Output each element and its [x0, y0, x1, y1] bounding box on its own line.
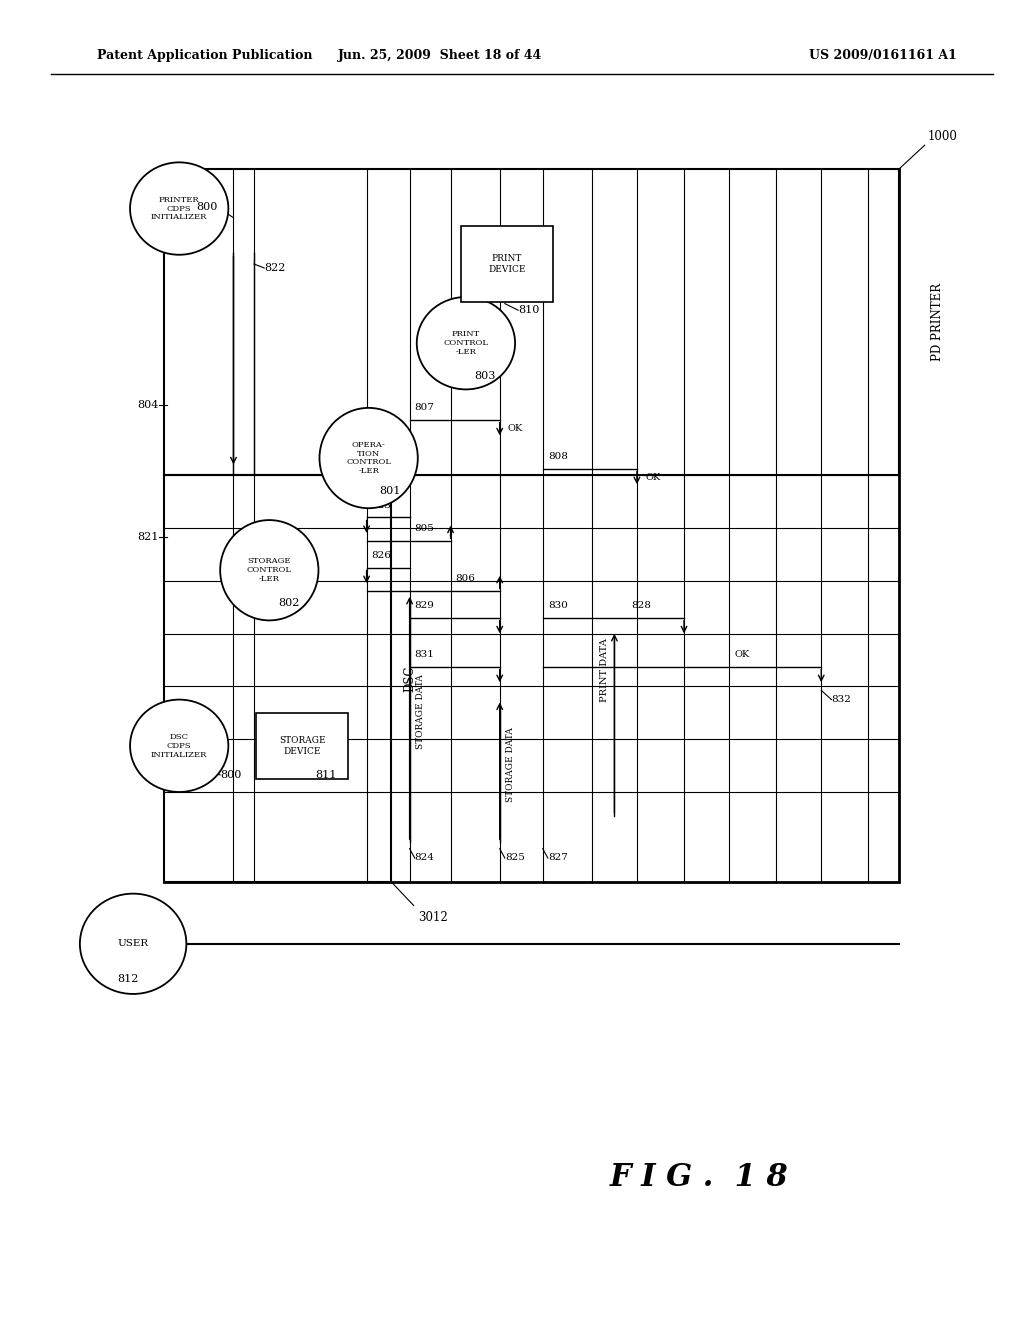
Text: 825: 825 — [505, 854, 524, 862]
Ellipse shape — [319, 408, 418, 508]
Text: 827: 827 — [548, 854, 567, 862]
Text: 821: 821 — [137, 532, 159, 543]
Text: PRINTER
CDPS
INITIALIZER: PRINTER CDPS INITIALIZER — [151, 195, 208, 222]
Text: USER: USER — [118, 940, 148, 948]
Text: 1000: 1000 — [928, 129, 957, 143]
Ellipse shape — [417, 297, 515, 389]
Text: 810: 810 — [518, 305, 540, 315]
Text: 822: 822 — [264, 263, 286, 273]
Bar — [461, 226, 553, 302]
Text: 806: 806 — [456, 574, 475, 583]
Text: Patent Application Publication: Patent Application Publication — [97, 49, 312, 62]
Text: 802: 802 — [279, 598, 300, 609]
Text: OK: OK — [508, 425, 523, 433]
Bar — [256, 713, 348, 779]
Bar — [164, 475, 391, 882]
Text: 800: 800 — [220, 770, 242, 780]
Ellipse shape — [130, 162, 228, 255]
Text: DSC
CDPS
INITIALIZER: DSC CDPS INITIALIZER — [151, 733, 208, 759]
Text: 803: 803 — [474, 371, 496, 381]
Text: F I G .  1 8: F I G . 1 8 — [609, 1162, 788, 1193]
Text: 800: 800 — [197, 202, 218, 213]
Text: PRINT
CONTROL
-LER: PRINT CONTROL -LER — [443, 330, 488, 356]
Text: 824: 824 — [415, 854, 434, 862]
Text: 826: 826 — [372, 550, 391, 560]
Bar — [164, 169, 899, 882]
Text: 832: 832 — [831, 696, 851, 704]
Text: PRINT
DEVICE: PRINT DEVICE — [488, 255, 525, 273]
Text: 829: 829 — [415, 601, 434, 610]
Text: 812: 812 — [117, 974, 138, 985]
Text: 801: 801 — [379, 486, 400, 496]
Text: OPERA-
TION
CONTROL
-LER: OPERA- TION CONTROL -LER — [346, 441, 391, 475]
Text: STORAGE
CONTROL
-LER: STORAGE CONTROL -LER — [247, 557, 292, 583]
Text: OK: OK — [645, 474, 660, 482]
Text: 811: 811 — [315, 770, 337, 780]
Text: 805: 805 — [415, 524, 434, 533]
Text: STORAGE
DEVICE: STORAGE DEVICE — [279, 737, 326, 755]
Text: STORAGE DATA: STORAGE DATA — [416, 675, 425, 748]
Ellipse shape — [220, 520, 318, 620]
Text: 3012: 3012 — [418, 911, 447, 924]
Text: OK: OK — [734, 649, 750, 659]
Text: 831: 831 — [415, 649, 434, 659]
Text: PRINT DATA: PRINT DATA — [600, 639, 609, 702]
Ellipse shape — [130, 700, 228, 792]
Text: US 2009/0161161 A1: US 2009/0161161 A1 — [809, 49, 956, 62]
Bar — [164, 169, 899, 475]
Text: 823: 823 — [372, 500, 391, 510]
Text: PD PRINTER: PD PRINTER — [932, 282, 944, 362]
Text: DSC: DSC — [403, 665, 416, 692]
Ellipse shape — [80, 894, 186, 994]
Text: 828: 828 — [631, 601, 650, 610]
Text: STORAGE DATA: STORAGE DATA — [506, 727, 515, 801]
Text: 804: 804 — [137, 400, 159, 411]
Text: 808: 808 — [548, 451, 567, 461]
Text: 807: 807 — [415, 403, 434, 412]
Text: 830: 830 — [548, 601, 567, 610]
Text: Jun. 25, 2009  Sheet 18 of 44: Jun. 25, 2009 Sheet 18 of 44 — [338, 49, 543, 62]
